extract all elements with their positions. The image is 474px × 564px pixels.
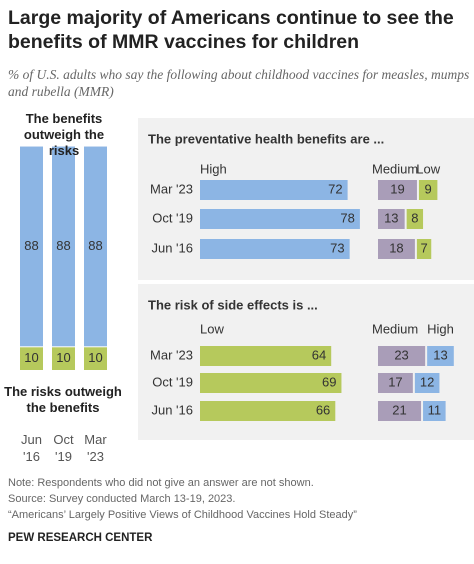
value-label: 23: [394, 347, 408, 362]
bar: [52, 146, 75, 347]
value-label: 10: [56, 350, 70, 365]
x-tick-label: Jun '16: [21, 432, 42, 464]
bar: [378, 180, 417, 200]
value-label: 88: [56, 238, 70, 253]
bar: [84, 347, 107, 370]
value-label: 9: [425, 181, 432, 196]
value-label: 69: [322, 374, 336, 389]
y-tick-label: Jun '16: [151, 402, 193, 417]
series-label: The benefits outweigh the risks: [23, 111, 105, 158]
value-label: 64: [312, 347, 326, 362]
note: Note: Respondents who did not give an an…: [8, 477, 314, 489]
series-label: The risks outweigh the benefits: [4, 384, 122, 415]
bar: [406, 209, 424, 229]
value-label: 66: [316, 402, 330, 417]
value-label: 10: [24, 350, 38, 365]
legend-label: High: [200, 161, 227, 176]
value-label: 17: [388, 374, 402, 389]
bar: [423, 401, 446, 421]
value-label: 8: [411, 210, 418, 225]
value-label: 11: [428, 402, 442, 417]
value-label: 13: [384, 210, 398, 225]
bar: [200, 373, 342, 393]
value-label: 7: [420, 240, 427, 255]
bar: [200, 401, 336, 421]
value-label: 88: [88, 238, 102, 253]
bar: [200, 239, 350, 259]
legend-label: High: [427, 321, 454, 336]
value-label: 78: [340, 210, 354, 225]
source-org: PEW RESEARCH CENTER: [8, 532, 153, 544]
bar: [427, 346, 454, 366]
bar: [418, 180, 438, 200]
bar: [378, 239, 415, 259]
value-label: 72: [328, 181, 342, 196]
legend-label: Medium: [372, 161, 418, 176]
y-tick-label: Mar '23: [150, 181, 193, 196]
value-label: 19: [390, 181, 404, 196]
title: Large majority of Americans continue to …: [8, 7, 454, 53]
bar: [200, 209, 360, 229]
value-label: 18: [389, 240, 403, 255]
y-tick-label: Oct '19: [152, 374, 193, 389]
bar: [414, 373, 440, 393]
y-tick-label: Mar '23: [150, 347, 193, 362]
bar: [378, 373, 413, 393]
bar: [378, 209, 405, 229]
y-tick-label: Oct '19: [152, 210, 193, 225]
value-label: 73: [330, 240, 344, 255]
panel-title: The risk of side effects is ...: [148, 297, 318, 312]
y-tick-label: Jun '16: [151, 240, 193, 255]
value-label: 88: [24, 238, 38, 253]
bar: [416, 239, 432, 259]
bar: [20, 146, 43, 347]
bar: [20, 347, 43, 370]
panel-title: The preventative health benefits are ...: [148, 131, 384, 146]
note: “Americans’ Largely Positive Views of Ch…: [8, 509, 357, 521]
bar: [200, 180, 348, 200]
legend-label: Low: [200, 321, 224, 336]
x-tick-label: Mar '23: [84, 432, 107, 464]
bar: [200, 346, 332, 366]
bar: [84, 146, 107, 347]
bar: [378, 401, 422, 421]
bar: [378, 346, 426, 366]
value-label: 13: [433, 347, 447, 362]
value-label: 21: [392, 402, 406, 417]
bar: [52, 347, 75, 370]
x-tick-label: Oct '19: [53, 432, 74, 464]
note: Source: Survey conducted March 13-19, 20…: [8, 493, 236, 505]
legend-label: Low: [416, 161, 440, 176]
value-label: 12: [420, 374, 434, 389]
value-label: 10: [88, 350, 102, 365]
subtitle: % of U.S. adults who say the following a…: [8, 67, 470, 99]
legend-label: Medium: [372, 321, 418, 336]
